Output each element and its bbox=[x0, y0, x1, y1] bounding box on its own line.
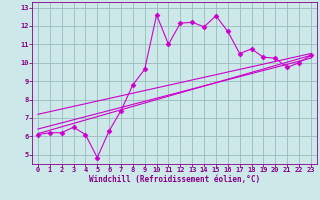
X-axis label: Windchill (Refroidissement éolien,°C): Windchill (Refroidissement éolien,°C) bbox=[89, 175, 260, 184]
